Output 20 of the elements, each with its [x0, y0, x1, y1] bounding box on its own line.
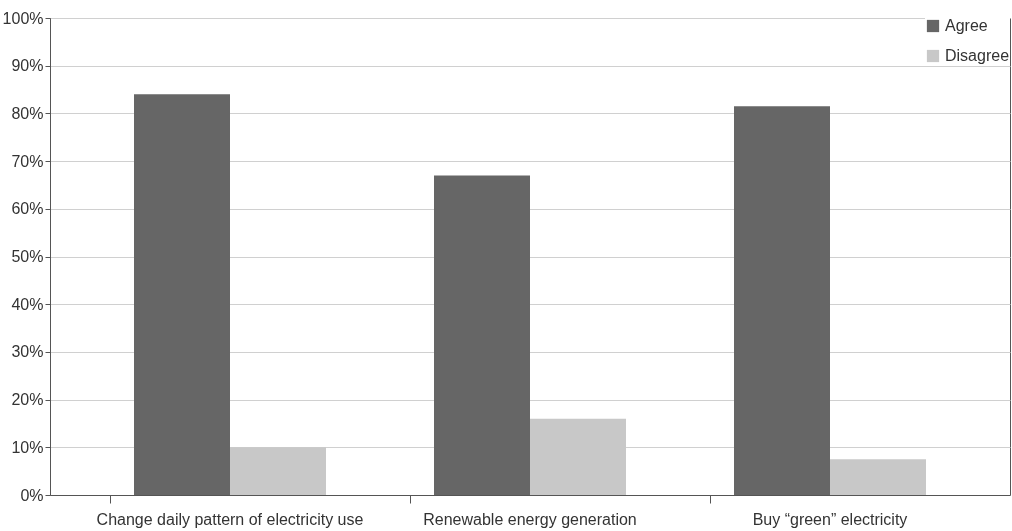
legend-label: Agree	[945, 17, 988, 34]
y-tick-label: 10%	[11, 438, 44, 456]
y-tick-label: 60%	[11, 200, 44, 218]
x-tick-label: Buy “green” electricity	[752, 510, 908, 528]
x-tick-label: Change daily pattern of electricity use	[96, 510, 364, 528]
y-tick-label: 80%	[11, 104, 44, 122]
y-tick-label: 100%	[2, 9, 44, 27]
y-tick-label: 70%	[11, 152, 44, 170]
y-tick-label: 0%	[20, 486, 44, 504]
x-tick-label: Renewable energy generation	[423, 510, 637, 528]
y-tick-label: 40%	[11, 295, 44, 313]
legend-label: Disagree	[945, 47, 1010, 64]
y-tick-label: 50%	[11, 248, 44, 265]
y-tick-label: 20%	[11, 391, 44, 409]
y-tick-label: 90%	[11, 57, 44, 75]
y-tick-label: 30%	[11, 343, 44, 361]
bar	[734, 106, 830, 495]
bar	[830, 459, 926, 495]
bar	[434, 175, 530, 495]
bar	[134, 94, 230, 495]
